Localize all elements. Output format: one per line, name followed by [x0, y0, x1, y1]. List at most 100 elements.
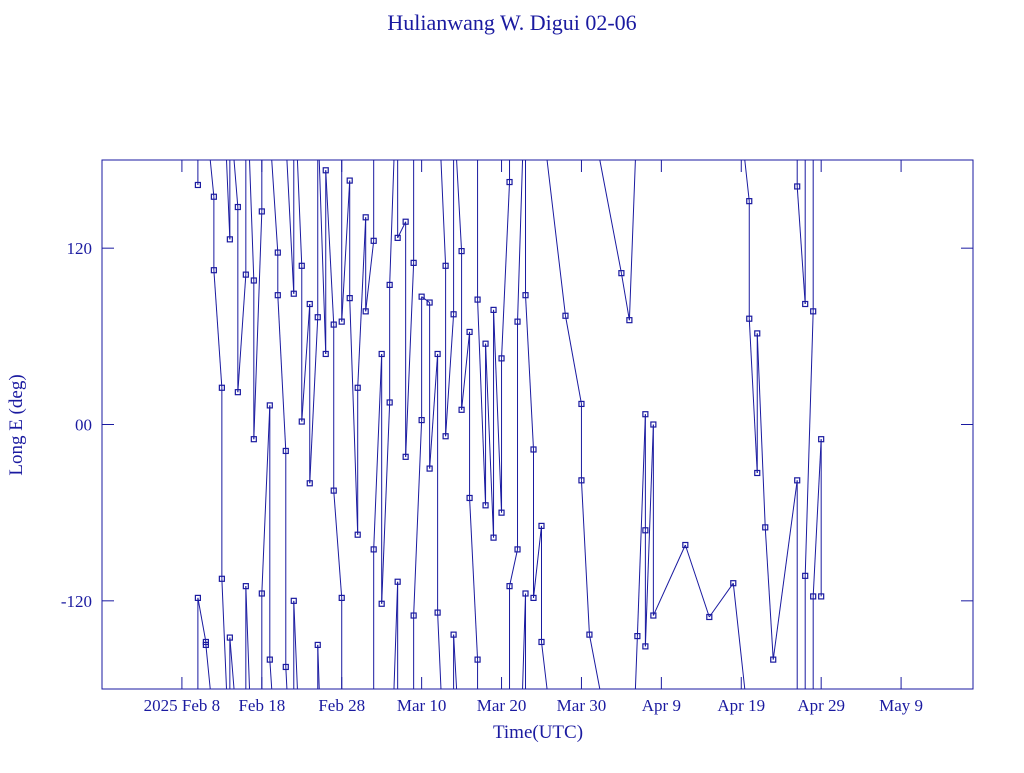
- point: [234, 389, 241, 396]
- y-tick-label: 120: [67, 239, 93, 258]
- point: [322, 167, 329, 174]
- point: [586, 631, 593, 638]
- point: [458, 248, 465, 255]
- line-segment: [237, 274, 247, 393]
- point: [202, 641, 209, 649]
- line-segment: [588, 159, 622, 690]
- point: [314, 641, 321, 649]
- point: [346, 295, 353, 302]
- point: [642, 643, 649, 650]
- point: [402, 453, 409, 460]
- point: [410, 612, 417, 619]
- point: [770, 656, 777, 663]
- point: [354, 384, 361, 391]
- point: [450, 631, 457, 638]
- point: [442, 262, 449, 269]
- point: [642, 411, 649, 418]
- line-segment: [413, 420, 423, 616]
- line-segment: [333, 490, 343, 598]
- y-tick-label: -120: [61, 592, 92, 611]
- point: [418, 293, 425, 300]
- point: [682, 541, 689, 549]
- line-segment: [517, 159, 527, 690]
- point: [634, 632, 641, 640]
- line-segment: [580, 480, 590, 635]
- line-segment: [764, 527, 774, 660]
- point: [746, 198, 753, 205]
- line-segment: [349, 298, 359, 535]
- point: [754, 469, 761, 477]
- point: [754, 330, 761, 337]
- point: [338, 318, 345, 325]
- point: [426, 299, 433, 306]
- point: [322, 350, 329, 358]
- point: [226, 236, 233, 243]
- x-tick-label: Feb 28: [318, 696, 365, 715]
- line-segment: [453, 159, 463, 690]
- line-segment: [772, 480, 798, 660]
- point: [250, 277, 257, 284]
- point: [362, 214, 369, 221]
- line-segment: [461, 331, 471, 410]
- line-segment: [389, 159, 399, 690]
- x-tick-label: Apr 29: [797, 696, 845, 715]
- point: [450, 311, 457, 318]
- point: [346, 177, 353, 184]
- line-segment: [309, 317, 319, 484]
- line-segment: [636, 414, 646, 637]
- point: [466, 328, 473, 336]
- point: [210, 267, 217, 274]
- point: [810, 593, 817, 600]
- point: [306, 480, 313, 487]
- line-segment: [317, 159, 327, 690]
- x-tick-label: Apr 19: [717, 696, 765, 715]
- point: [426, 465, 433, 472]
- line-segment: [229, 159, 239, 690]
- point: [642, 527, 649, 534]
- point: [306, 300, 313, 308]
- line-segment: [285, 159, 295, 690]
- point: [650, 421, 657, 428]
- point: [522, 590, 529, 597]
- line-segment: [197, 597, 207, 643]
- line-segment: [293, 159, 303, 690]
- point: [498, 509, 505, 516]
- point: [514, 318, 521, 325]
- point: [442, 433, 449, 440]
- line-segment: [748, 318, 758, 474]
- point: [746, 315, 753, 322]
- point: [194, 181, 201, 189]
- point: [242, 583, 249, 590]
- point: [242, 271, 249, 278]
- x-tick-label: Mar 10: [397, 696, 447, 715]
- point: [370, 237, 377, 244]
- point: [266, 402, 273, 409]
- point: [274, 249, 281, 256]
- x-tick-label: Feb 18: [238, 696, 285, 715]
- point: [266, 656, 273, 663]
- x-tick-label: May 9: [879, 696, 923, 715]
- point: [434, 609, 441, 616]
- chart-title: Hulianwang W. Digui 02-06: [387, 10, 636, 35]
- line-segment: [708, 582, 734, 618]
- line-segment: [628, 159, 638, 690]
- line-segment: [620, 273, 630, 321]
- point: [226, 634, 233, 641]
- point: [330, 321, 337, 328]
- point: [490, 306, 497, 313]
- point: [578, 400, 585, 408]
- point: [354, 531, 361, 538]
- x-tick-label: Apr 9: [642, 696, 681, 715]
- line-segment: [533, 525, 542, 598]
- point: [218, 575, 225, 582]
- line-segment: [804, 311, 814, 576]
- point: [258, 590, 265, 597]
- line-segment: [261, 405, 271, 594]
- line-segment: [381, 402, 391, 604]
- line-segment: [509, 549, 519, 587]
- point: [258, 208, 265, 215]
- line-segment: [485, 343, 495, 538]
- point: [370, 546, 377, 553]
- point: [474, 656, 481, 663]
- point: [506, 178, 513, 186]
